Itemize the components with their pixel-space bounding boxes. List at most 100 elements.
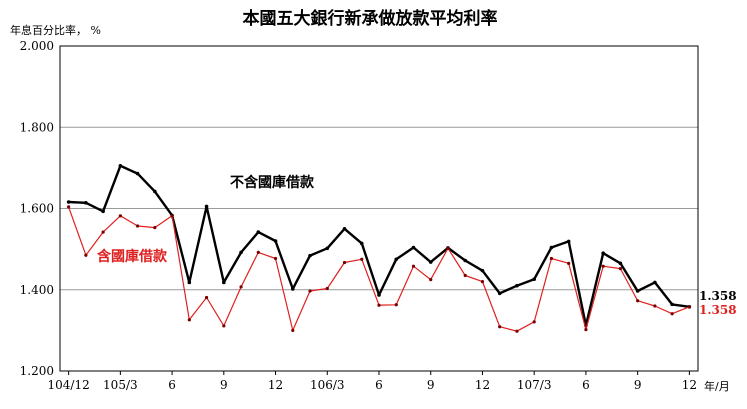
data-point <box>653 304 657 308</box>
data-point <box>360 257 364 261</box>
data-point <box>153 225 157 230</box>
data-point <box>239 285 243 289</box>
data-point <box>101 209 105 214</box>
data-point <box>618 267 623 271</box>
x-axis-ticks: 104/12 105/3 6 9 12 106/3 6 9 12 107/3 6 9 12 <box>48 371 697 392</box>
series-including-treasury <box>67 205 691 333</box>
data-point <box>549 245 554 250</box>
data-point <box>394 257 399 262</box>
data-point <box>428 260 433 264</box>
data-point <box>118 214 122 218</box>
data-point <box>515 329 519 333</box>
data-point <box>635 289 640 293</box>
data-point <box>532 320 536 324</box>
data-point <box>532 277 536 281</box>
data-point <box>601 264 605 268</box>
data-point <box>394 303 398 307</box>
data-point <box>135 171 140 176</box>
data-point <box>463 273 467 278</box>
end-value-including-treasury: 1.358 <box>699 303 737 317</box>
series-line <box>68 164 690 327</box>
data-point <box>567 261 571 265</box>
data-point <box>222 280 226 285</box>
data-point <box>222 324 226 328</box>
data-point <box>480 280 485 284</box>
x-tick-label: 12 <box>475 378 490 392</box>
data-point <box>135 224 140 228</box>
x-axis-unit-label: 年/月 <box>704 379 730 393</box>
data-point <box>429 277 433 282</box>
y-axis-label: 年息百分比率， % <box>10 23 101 37</box>
y-tick-label: 1.200 <box>20 364 54 378</box>
x-tick-label: 6 <box>168 378 176 392</box>
data-point <box>204 295 209 300</box>
data-point <box>256 250 260 254</box>
data-point <box>273 256 278 261</box>
data-point <box>498 325 502 329</box>
x-tick-label: 107/3 <box>517 378 552 392</box>
data-point <box>239 250 243 255</box>
data-point <box>515 283 519 288</box>
x-tick-label: 106/3 <box>310 378 345 392</box>
data-point <box>566 239 571 244</box>
data-point <box>66 200 71 204</box>
data-point <box>187 318 191 322</box>
plot-area <box>59 45 699 372</box>
data-point <box>463 258 468 263</box>
data-point <box>601 251 605 255</box>
data-point <box>342 260 347 265</box>
y-tick-label: 1.400 <box>20 283 54 297</box>
y-tick-label: 1.800 <box>20 120 54 134</box>
series-line <box>68 206 690 332</box>
series-layer <box>66 164 692 333</box>
data-point <box>308 253 312 258</box>
data-point <box>118 164 123 168</box>
x-tick-label: 104/12 <box>48 378 90 392</box>
y-axis-ticks: 1.200 1.400 1.600 1.800 2.000 <box>20 39 54 378</box>
data-point <box>411 245 416 250</box>
data-point <box>549 256 554 261</box>
data-point <box>187 280 192 285</box>
data-point <box>618 261 623 266</box>
data-point <box>670 312 674 316</box>
data-point <box>377 293 381 297</box>
series-label-excluding-treasury: 不含國庫借款 <box>230 174 315 191</box>
data-point <box>291 328 295 332</box>
x-tick-label: 12 <box>268 378 283 392</box>
data-point <box>687 305 691 309</box>
data-point <box>290 287 295 291</box>
series-label-including-treasury: 含國庫借款 <box>97 248 168 265</box>
x-tick-label: 9 <box>634 378 642 392</box>
data-point <box>446 246 450 250</box>
data-point <box>377 303 381 307</box>
data-point <box>170 214 174 218</box>
x-tick-label: 6 <box>375 378 383 392</box>
data-point <box>308 289 312 293</box>
chart-title: 本國五大銀行新承做放款平均利率 <box>243 8 498 29</box>
data-point <box>84 253 88 257</box>
x-tick-label: 6 <box>582 378 590 392</box>
data-point <box>84 201 88 205</box>
data-point <box>653 280 657 285</box>
data-point <box>101 230 105 234</box>
data-point <box>411 264 416 268</box>
data-point <box>325 286 329 291</box>
data-point <box>273 239 278 243</box>
x-tick-label: 105/3 <box>103 378 138 392</box>
data-point <box>342 227 347 231</box>
data-point <box>480 268 485 273</box>
end-value-excluding-treasury: 1.358 <box>699 289 737 303</box>
y-tick-label: 2.000 <box>20 39 54 53</box>
data-point <box>359 241 364 246</box>
data-point <box>256 230 261 234</box>
data-point <box>204 204 209 209</box>
data-point <box>584 327 588 332</box>
data-point <box>670 302 674 307</box>
x-tick-label: 9 <box>427 378 435 392</box>
series-excluding-treasury <box>66 164 692 328</box>
data-point <box>325 246 330 251</box>
x-tick-label: 12 <box>682 378 697 392</box>
x-tick-label: 9 <box>220 378 228 392</box>
y-tick-label: 1.600 <box>20 202 54 216</box>
